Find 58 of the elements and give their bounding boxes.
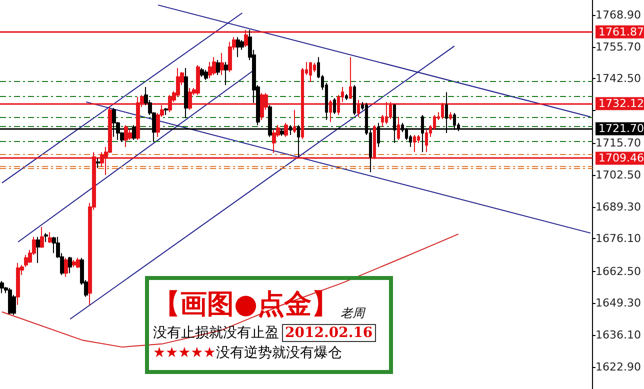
candlestick (48, 232, 52, 244)
y-tick-label: 1649.30 (596, 296, 642, 310)
candlestick (236, 36, 240, 58)
annotation: 老周 (340, 305, 365, 322)
candlestick (224, 61, 228, 86)
y-tick-label: 1676.10 (596, 232, 642, 246)
y-tick-label: 1622.90 (596, 360, 642, 374)
candlestick (220, 52, 224, 76)
candlestick (260, 92, 264, 121)
annotation: ★★★★★ (153, 345, 216, 361)
candlestick (212, 56, 216, 76)
y-tick-label: 1689.30 (596, 200, 642, 214)
candlestick (413, 134, 416, 153)
candlestick (96, 158, 100, 168)
y-tick-label: 1755.70 (596, 40, 642, 54)
y-tick-label: 1768.90 (596, 8, 642, 22)
candlestick (0, 280, 4, 294)
candlestick (52, 236, 56, 254)
candlestick (124, 124, 128, 148)
candlestick (284, 122, 288, 138)
candlestick (76, 257, 80, 269)
y-tick-label: 1702.50 (596, 168, 642, 182)
candlestick (200, 67, 204, 78)
candlestick (216, 60, 220, 76)
candlestick (425, 129, 428, 153)
y-tick-label: 1636.10 (596, 328, 642, 342)
candlestick (40, 226, 44, 249)
candlestick (353, 84, 356, 116)
candlestick (449, 112, 452, 121)
candlestick (164, 107, 168, 116)
candlestick (8, 288, 12, 315)
candlestick (184, 67, 188, 119)
y-tick-label: 1742.50 (596, 72, 642, 86)
candlestick (36, 236, 40, 264)
ref-line-label: 1709.46 (598, 152, 644, 165)
candlestick (397, 116, 400, 141)
annotation: 2012.02.16 (282, 324, 376, 342)
ref-line-label: 1761.87 (598, 25, 644, 38)
candlestick (228, 41, 232, 73)
candlestick (64, 257, 68, 278)
annotation: 没有逆势就没有爆仓 (216, 345, 342, 361)
candlestick (293, 109, 296, 134)
ref-line-label: 1732.12 (598, 97, 644, 110)
candlestick (208, 61, 212, 79)
candlestick (309, 61, 312, 82)
ref-line-label: 1721.70 (598, 122, 644, 136)
candlestick (16, 262, 20, 306)
y-tick-label: 1715.70 (596, 136, 642, 150)
candlestick (204, 69, 208, 81)
candlestick (345, 93, 348, 101)
y-tick-label: 1662.50 (596, 264, 642, 278)
candlestick (68, 256, 72, 274)
candlestick (196, 64, 200, 96)
candlestick (333, 98, 336, 114)
candlestick (72, 260, 76, 268)
candlestick (349, 56, 352, 100)
candlestick (44, 232, 48, 242)
candlestick (272, 129, 276, 154)
